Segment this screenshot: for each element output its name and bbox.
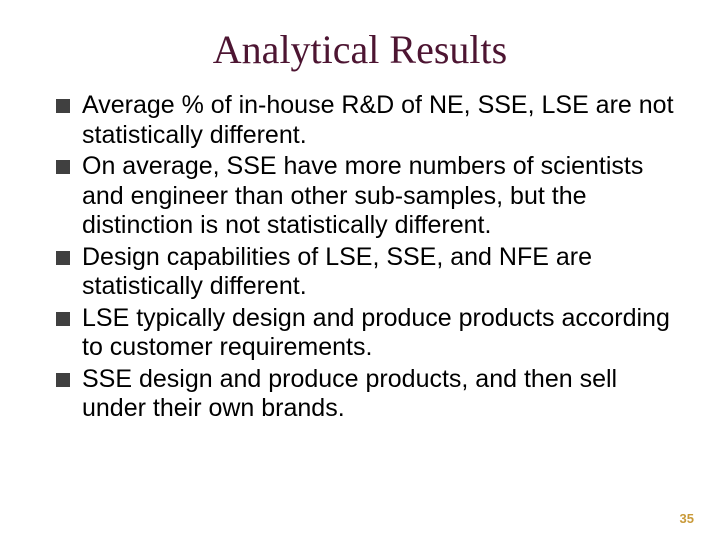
list-item: On average, SSE have more numbers of sci… (56, 152, 678, 241)
square-bullet-icon (56, 251, 70, 265)
square-bullet-icon (56, 160, 70, 174)
bullet-text: Design capabilities of LSE, SSE, and NFE… (82, 243, 678, 302)
bullet-text: SSE design and produce products, and the… (82, 365, 678, 424)
square-bullet-icon (56, 312, 70, 326)
slide-body: Average % of in-house R&D of NE, SSE, LS… (0, 91, 720, 424)
bullet-text: Average % of in-house R&D of NE, SSE, LS… (82, 91, 678, 150)
square-bullet-icon (56, 99, 70, 113)
slide-title: Analytical Results (0, 0, 720, 91)
list-item: LSE typically design and produce product… (56, 304, 678, 363)
page-number: 35 (680, 511, 694, 526)
bullet-text: LSE typically design and produce product… (82, 304, 678, 363)
list-item: Design capabilities of LSE, SSE, and NFE… (56, 243, 678, 302)
slide-container: Analytical Results Average % of in-house… (0, 0, 720, 540)
bullet-text: On average, SSE have more numbers of sci… (82, 152, 678, 241)
list-item: Average % of in-house R&D of NE, SSE, LS… (56, 91, 678, 150)
list-item: SSE design and produce products, and the… (56, 365, 678, 424)
square-bullet-icon (56, 373, 70, 387)
